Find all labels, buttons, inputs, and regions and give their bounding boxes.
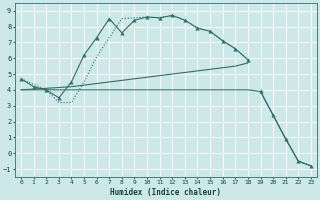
X-axis label: Humidex (Indice chaleur): Humidex (Indice chaleur) [110,188,221,197]
